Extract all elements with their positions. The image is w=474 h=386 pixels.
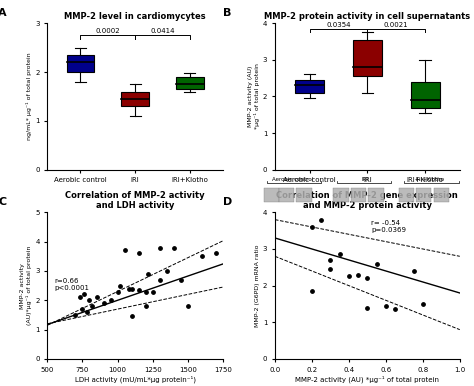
FancyBboxPatch shape — [399, 188, 414, 201]
FancyBboxPatch shape — [66, 55, 94, 72]
Point — [364, 275, 371, 281]
Point — [327, 266, 334, 272]
Point — [135, 250, 142, 256]
FancyBboxPatch shape — [353, 40, 382, 76]
Text: 0.0414: 0.0414 — [150, 28, 175, 34]
Point — [327, 257, 334, 263]
FancyBboxPatch shape — [410, 82, 439, 107]
Point — [336, 251, 343, 257]
Point — [79, 306, 86, 312]
Text: IRI: IRI — [362, 177, 368, 182]
FancyBboxPatch shape — [351, 188, 366, 201]
Point — [128, 313, 136, 320]
Point — [345, 273, 353, 279]
Title: MMP-2 protein activity in cell supernatants: MMP-2 protein activity in cell supernata… — [264, 12, 470, 21]
Text: 0.0354: 0.0354 — [326, 22, 351, 27]
Y-axis label: MMP-2 (G6PD) mRNA ratio: MMP-2 (G6PD) mRNA ratio — [255, 244, 260, 327]
FancyBboxPatch shape — [296, 188, 311, 201]
Text: 0.0002: 0.0002 — [95, 28, 120, 34]
Y-axis label: MMP-2 activity (AU)
*μg⁻¹ of total protein: MMP-2 activity (AU) *μg⁻¹ of total prote… — [248, 64, 260, 129]
Y-axis label: MMP-2 activity
(AU)*μg⁻¹ of total protein: MMP-2 activity (AU)*μg⁻¹ of total protei… — [20, 246, 33, 325]
Point — [373, 261, 380, 267]
Point — [89, 303, 96, 309]
Title: Correlation of MMP-2 activity
and LDH activity: Correlation of MMP-2 activity and LDH ac… — [65, 191, 205, 210]
Point — [163, 268, 171, 274]
Point — [419, 301, 427, 307]
Text: r=0.66
p<0.0001: r=0.66 p<0.0001 — [55, 278, 90, 291]
Point — [135, 287, 142, 293]
FancyBboxPatch shape — [434, 188, 449, 201]
FancyBboxPatch shape — [368, 188, 383, 201]
Point — [184, 303, 191, 309]
FancyBboxPatch shape — [176, 77, 204, 89]
Point — [107, 297, 114, 303]
Point — [100, 300, 107, 306]
Point — [83, 309, 91, 315]
Text: Aerobic control: Aerobic control — [273, 177, 314, 182]
Title: MMP-2 level in cardiomycytes: MMP-2 level in cardiomycytes — [64, 12, 206, 21]
Point — [308, 224, 316, 230]
Point — [354, 272, 362, 278]
Point — [156, 244, 164, 251]
FancyBboxPatch shape — [416, 188, 431, 201]
Point — [156, 277, 164, 283]
Text: IRI+Klotho: IRI+Klotho — [416, 177, 445, 182]
Point — [177, 277, 184, 283]
Point — [80, 291, 88, 298]
Text: 0.0021: 0.0021 — [384, 22, 409, 27]
Text: A: A — [0, 8, 7, 18]
Title: Correlation of MMP-2 gene expression
and MMP-2 protein activity: Correlation of MMP-2 gene expression and… — [276, 191, 458, 210]
Point — [308, 288, 316, 294]
Point — [86, 297, 93, 303]
Point — [142, 288, 149, 295]
Point — [76, 294, 83, 300]
FancyBboxPatch shape — [295, 80, 324, 93]
FancyBboxPatch shape — [264, 188, 279, 201]
Point — [114, 288, 121, 295]
X-axis label: MMP-2 activity (AU) *μg⁻¹ of total protein: MMP-2 activity (AU) *μg⁻¹ of total prote… — [295, 376, 439, 383]
Point — [93, 294, 100, 300]
Text: r= -0.54
p=0.0369: r= -0.54 p=0.0369 — [371, 220, 406, 233]
Y-axis label: ng/mL* μg⁻¹ of total protein: ng/mL* μg⁻¹ of total protein — [27, 52, 33, 141]
FancyBboxPatch shape — [279, 188, 294, 201]
Point — [145, 271, 152, 277]
Text: C: C — [0, 197, 7, 207]
Point — [72, 312, 79, 318]
Text: D: D — [223, 197, 232, 207]
Point — [317, 217, 325, 223]
Point — [128, 286, 136, 292]
Point — [142, 303, 149, 309]
Text: B: B — [223, 8, 231, 18]
Point — [149, 288, 156, 295]
X-axis label: LDH activity (mU/mL*μg protein⁻¹): LDH activity (mU/mL*μg protein⁻¹) — [74, 376, 196, 383]
FancyBboxPatch shape — [333, 188, 348, 201]
Point — [391, 306, 399, 313]
Point — [117, 283, 124, 289]
Point — [212, 250, 219, 256]
Point — [410, 268, 417, 274]
Point — [170, 244, 177, 251]
Point — [125, 286, 133, 292]
Point — [382, 303, 390, 309]
Point — [198, 253, 206, 259]
Point — [364, 305, 371, 311]
Point — [121, 247, 128, 254]
FancyBboxPatch shape — [121, 91, 149, 106]
